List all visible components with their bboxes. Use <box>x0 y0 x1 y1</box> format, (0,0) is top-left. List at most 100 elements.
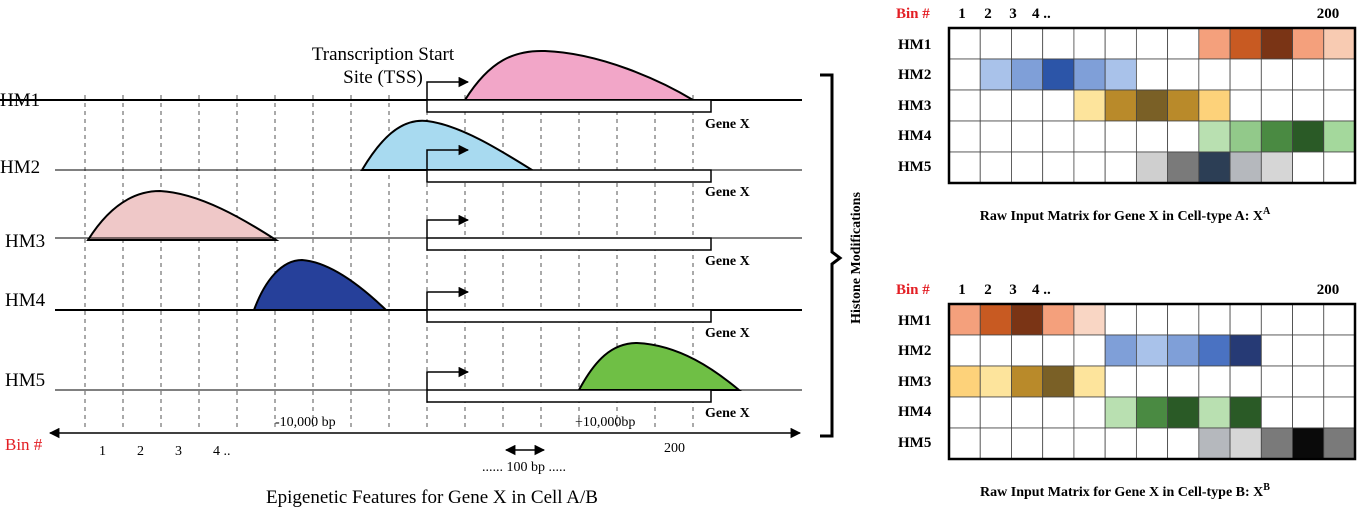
matrix-cell <box>1260 120 1293 153</box>
matrix-b-row-hm3: HM3 <box>898 374 931 390</box>
matrix-cell <box>1042 427 1075 460</box>
matrix-b-caption: Raw Input Matrix for Gene X in Cell-type… <box>980 482 1270 500</box>
bin-axis-label: Bin # <box>5 435 43 454</box>
matrix-cell <box>1073 120 1106 153</box>
hm1-peak <box>463 49 697 101</box>
matrix-cell <box>1323 303 1356 336</box>
matrix-cell <box>1011 27 1044 60</box>
matrix-a-grid <box>948 27 1356 184</box>
matrix-cell <box>1292 396 1325 429</box>
hm2-gene-box <box>426 169 712 183</box>
matrix-cell <box>1198 365 1231 398</box>
tss-label-line1: Transcription Start <box>312 44 455 65</box>
matrix-cell <box>1135 151 1169 184</box>
gene-label-hm4: Gene X <box>705 326 750 341</box>
matrix-cell <box>1104 58 1137 91</box>
gene-label-hm1: Gene X <box>705 117 750 132</box>
matrix-cell <box>1073 89 1106 122</box>
hm4-peak <box>252 258 389 311</box>
matrix-cell <box>1292 58 1325 91</box>
matrix-cell <box>1073 427 1106 460</box>
matrix-cell <box>1229 427 1262 460</box>
matrix-b-grid <box>948 303 1356 460</box>
matrix-cell <box>1135 89 1169 122</box>
matrix-cell <box>1135 334 1169 367</box>
matrix-a-row-hm5: HM5 <box>898 159 931 175</box>
matrix-cell <box>1260 334 1293 367</box>
matrix-cell <box>1260 58 1293 91</box>
matrix-cell <box>1104 89 1137 122</box>
matrix-cell <box>1260 365 1293 398</box>
matrix-a-row-hm4: HM4 <box>898 128 932 144</box>
bp-left-label: -10,000 bp <box>275 415 336 430</box>
matrix-cell <box>1167 58 1200 91</box>
matrix-cell <box>1073 151 1106 184</box>
matrix-a-row-hm1: HM1 <box>898 37 931 53</box>
matrix-cell <box>1167 334 1200 367</box>
matrix-cell <box>979 89 1012 122</box>
matrix-b-col-200: 200 <box>1317 282 1340 298</box>
epigenetic-diagram: HM1 Gene X HM2 Gene X HM3 Gene X HM4 Gen… <box>0 44 860 508</box>
bin-tick-3: 3 <box>175 444 182 459</box>
matrix-b-row-hm4: HM4 <box>898 404 932 420</box>
matrix-cell <box>1323 89 1356 122</box>
hm5-gene-box <box>426 389 712 403</box>
matrix-cell <box>979 27 1012 60</box>
bracket-label: Histone Modifications <box>849 192 860 324</box>
matrix-cell <box>1198 27 1231 60</box>
matrix-cell <box>1104 365 1137 398</box>
track-label-hm3: HM3 <box>5 231 45 252</box>
matrix-cell <box>1042 89 1075 122</box>
bin-tick-200: 200 <box>664 441 685 456</box>
matrix-cell <box>1323 27 1356 60</box>
matrix-cell <box>1135 58 1169 91</box>
matrix-cell <box>1260 303 1293 336</box>
matrix-b: Bin # 1 2 3 4 .. 200 HM1 HM2 HM3 HM4 HM5… <box>896 282 1357 500</box>
matrix-b-col-1: 1 <box>958 282 966 298</box>
hm3-peak <box>86 189 280 241</box>
matrix-cell <box>1323 365 1356 398</box>
matrix-cell <box>1073 27 1106 60</box>
matrix-b-bin-label: Bin # <box>896 282 930 298</box>
matrix-cell <box>1323 427 1356 460</box>
matrix-b-row-hm1: HM1 <box>898 313 931 329</box>
matrix-cell <box>1292 365 1325 398</box>
matrix-cell <box>1104 120 1137 153</box>
matrix-a-border <box>947 26 1357 185</box>
matrix-cell <box>1104 303 1137 336</box>
track-label-hm5: HM5 <box>5 370 45 391</box>
matrix-cell <box>1229 151 1262 184</box>
matrix-cell <box>1167 427 1200 460</box>
matrix-cell <box>1104 151 1137 184</box>
hm3-gene-box <box>426 237 712 251</box>
matrix-b-row-hm2: HM2 <box>898 343 931 359</box>
matrix-cell <box>1073 303 1106 336</box>
track-label-hm2: HM2 <box>0 157 40 178</box>
matrix-cell <box>1011 365 1044 398</box>
matrix-a: Bin # 1 2 3 4 .. 200 HM1 HM2 HM3 HM4 HM5… <box>896 6 1357 224</box>
track-label-hm1: HM1 <box>0 90 40 111</box>
matrix-cell <box>1167 303 1200 336</box>
matrix-cell <box>1292 303 1325 336</box>
matrix-cell <box>979 365 1012 398</box>
matrix-b-col-4: 4 .. <box>1032 282 1051 298</box>
matrix-cell <box>1104 334 1137 367</box>
matrix-cell <box>948 27 981 60</box>
matrix-cell <box>948 396 981 429</box>
matrix-cell <box>948 365 981 398</box>
matrix-cell <box>1292 89 1325 122</box>
matrix-cell <box>1198 151 1231 184</box>
matrix-a-col-200: 200 <box>1317 6 1340 22</box>
matrix-cell <box>1198 396 1231 429</box>
bin-tick-2: 2 <box>137 444 144 459</box>
gene-label-hm2: Gene X <box>705 185 750 200</box>
matrix-cell <box>1229 334 1262 367</box>
matrix-cell <box>1260 427 1293 460</box>
matrix-cell <box>1292 151 1325 184</box>
matrix-cell <box>1229 89 1262 122</box>
bin-tick-4: 4 .. <box>213 444 231 459</box>
matrix-cell <box>1042 365 1075 398</box>
matrix-cell <box>1011 89 1044 122</box>
diagram-title: Epigenetic Features for Gene X in Cell A… <box>266 487 598 508</box>
matrix-a-row-hm3: HM3 <box>898 98 931 114</box>
